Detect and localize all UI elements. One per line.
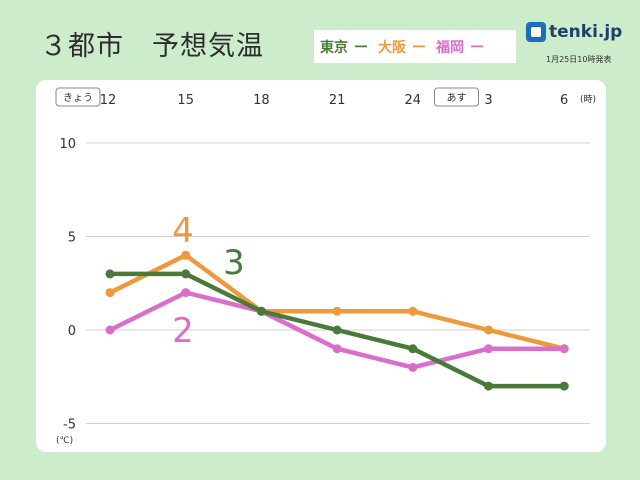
series-point	[484, 325, 493, 335]
x-tick-label: 24	[405, 93, 422, 108]
series-point	[559, 344, 569, 354]
series-point	[105, 325, 115, 335]
series-point	[256, 306, 266, 316]
legend-label-osaka: 大阪	[378, 39, 406, 56]
x-tick-label: 15	[177, 93, 194, 108]
series-point	[408, 344, 418, 354]
legend-dash-tokyo: ー	[354, 39, 368, 56]
series-point	[484, 381, 493, 391]
chart-title: ３都市 予想気温	[40, 31, 264, 62]
legend-item-tokyo: 東京 ー	[320, 37, 368, 57]
tenki-logo[interactable]: tenki.jp	[526, 22, 622, 42]
tenki-logo-icon	[526, 22, 546, 42]
series-point	[105, 269, 115, 279]
series-point	[181, 288, 191, 298]
legend-dash-osaka: ー	[412, 39, 426, 56]
annotation-label: 4	[172, 211, 194, 251]
series-point	[332, 306, 342, 316]
x-tick-label: 6	[560, 93, 568, 108]
series-point	[408, 306, 418, 316]
day-label: あす	[447, 92, 467, 104]
y-tick-label: 0	[68, 324, 76, 339]
day-label-box	[55, 87, 101, 107]
chart-panel	[36, 80, 606, 452]
series-point	[484, 344, 493, 354]
series-point	[181, 269, 191, 279]
y-tick-label: 5	[68, 231, 76, 246]
y-tick-label: -5	[63, 418, 76, 433]
x-tick-label: 12	[100, 93, 117, 108]
legend-label-fukuoka: 福岡	[436, 39, 464, 56]
legend-item-osaka: 大阪 ー	[378, 37, 426, 57]
series-point	[105, 288, 115, 298]
y-unit-label: (℃)	[56, 436, 73, 446]
legend-item-fukuoka: 福岡 ー	[436, 37, 484, 57]
y-tick-label: 10	[59, 137, 76, 152]
x-tick-label: 18	[253, 93, 270, 108]
legend-dash-fukuoka: ー	[470, 39, 484, 56]
series-point	[181, 250, 191, 260]
tenki-logo-text: tenki.jp	[549, 22, 623, 42]
legend-label-tokyo: 東京	[320, 39, 348, 56]
day-label: きょう	[63, 92, 93, 104]
x-tick-label: 3	[484, 93, 492, 108]
annotation-label: 3	[223, 243, 245, 283]
issued-time: 1月25日10時発表	[546, 55, 612, 64]
series-point	[559, 381, 569, 391]
series-point	[408, 362, 418, 372]
x-tick-label: 21	[329, 93, 346, 108]
series-point	[332, 344, 342, 354]
day-label-box	[434, 87, 479, 107]
series-point	[332, 325, 342, 335]
legend: 東京 ー 大阪 ー 福岡 ー	[314, 30, 516, 63]
x-unit-label: (時)	[580, 94, 596, 105]
annotation-label: 2	[172, 311, 194, 351]
